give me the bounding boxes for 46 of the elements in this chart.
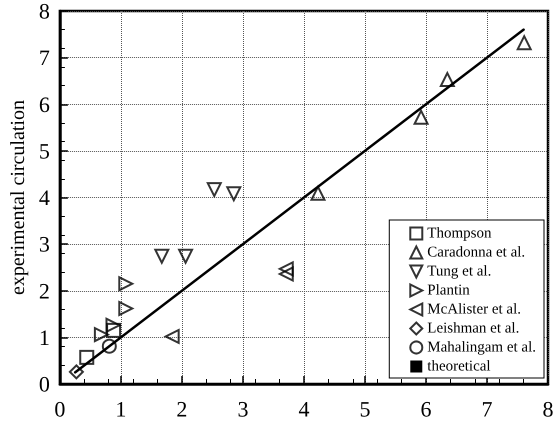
point	[206, 182, 222, 198]
point	[164, 328, 180, 344]
x-tick-label: 8	[542, 396, 554, 422]
point	[278, 261, 294, 276]
x-tick-label: 2	[176, 396, 188, 422]
legend-label: Plantin	[427, 282, 470, 298]
x-tick-label: 7	[481, 396, 492, 422]
y-tick-label: 6	[38, 92, 50, 117]
x-tick-label: 6	[420, 396, 432, 422]
y-tick-label: 4	[38, 185, 50, 210]
y-tick-label: 2	[38, 278, 50, 304]
x-tick-label: 1	[115, 396, 126, 422]
point	[154, 248, 170, 264]
point	[118, 300, 134, 316]
point	[94, 327, 109, 342]
point	[118, 276, 134, 292]
legend-label: Thompson	[427, 226, 492, 242]
x-tick-label: 4	[298, 396, 310, 422]
x-tick-label: 5	[359, 396, 370, 422]
point	[106, 322, 122, 338]
point	[102, 338, 117, 354]
point	[310, 186, 326, 201]
point	[105, 318, 120, 333]
legend-label: McAlister et al.	[427, 302, 522, 318]
y-tick-label: 1	[38, 324, 50, 350]
point	[278, 266, 294, 282]
x-tick-label: 3	[237, 396, 248, 422]
point	[440, 72, 455, 88]
point	[414, 110, 429, 125]
legend-label: Mahalingam et al.	[427, 340, 536, 356]
y-axis-title: experimental circulation	[7, 100, 29, 295]
y-tick-label: 5	[38, 138, 50, 164]
point	[226, 186, 242, 202]
point	[79, 350, 94, 365]
point	[178, 248, 194, 264]
y-tick-label: 8	[38, 0, 50, 24]
y-tick-label: 7	[38, 45, 50, 70]
legend-label: Leishman et al.	[427, 320, 520, 336]
x-tick-label: 0	[54, 396, 66, 422]
legend-label: Caradonna et al.	[427, 244, 526, 260]
y-tick-label: 3	[38, 232, 50, 257]
legend-label: Tung et al.	[427, 264, 492, 280]
legend-label: theoretical	[427, 358, 491, 374]
point	[516, 35, 532, 50]
y-tick-label: 0	[38, 372, 50, 396]
point	[68, 364, 84, 380]
